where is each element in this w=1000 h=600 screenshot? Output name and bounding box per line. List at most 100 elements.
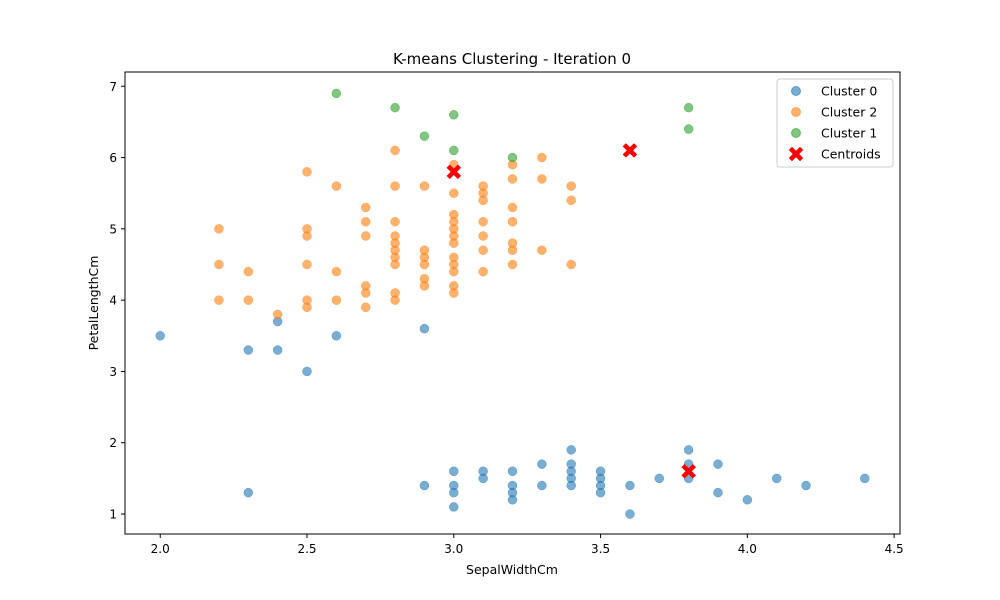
- data-point: [360, 231, 371, 241]
- data-point: [155, 331, 165, 341]
- data-point: [390, 102, 400, 113]
- x-tick-label: 4.0: [738, 542, 757, 556]
- data-point: [595, 466, 606, 477]
- data-point: [507, 480, 518, 491]
- data-point: [390, 181, 400, 191]
- data-point: [507, 216, 518, 227]
- data-point: [302, 167, 312, 177]
- y-axis-ticks: 1 2 3 4 5 6 7: [109, 80, 125, 522]
- y-tick-label: 2: [109, 436, 117, 450]
- data-point: [771, 473, 782, 484]
- data-point: [507, 174, 518, 184]
- data-point: [419, 323, 430, 334]
- legend-label: Centroids: [821, 147, 881, 162]
- y-tick-label: 6: [109, 151, 117, 165]
- data-point: [449, 238, 459, 248]
- data-point: [537, 480, 547, 491]
- data-point: [243, 295, 254, 305]
- legend-item: Cluster 2: [791, 105, 877, 120]
- x-tick-label: 2.0: [151, 542, 170, 556]
- legend-label: Cluster 0: [821, 84, 877, 99]
- data-point: [478, 466, 488, 477]
- data-point: [331, 181, 342, 191]
- y-tick-label: 4: [109, 294, 117, 308]
- legend-marker: [791, 107, 801, 117]
- data-point: [566, 445, 576, 455]
- legend-marker-shape: [788, 146, 804, 162]
- x-axis-ticks: 2.0 2.5 3.0 3.5 4.0 4.5: [151, 534, 904, 556]
- data-point: [507, 466, 518, 477]
- data-point: [683, 124, 694, 134]
- data-point: [537, 245, 547, 255]
- data-point: [537, 152, 547, 163]
- data-point: [507, 259, 518, 270]
- legend-item: Centroids: [788, 146, 881, 162]
- data-point: [360, 288, 371, 298]
- x-tick-label: 3.5: [591, 542, 610, 556]
- data-point: [390, 216, 400, 227]
- y-tick-label: 5: [109, 222, 117, 236]
- legend-label: Cluster 2: [821, 105, 877, 120]
- chart-title: K-means Clustering - Iteration 0: [393, 50, 631, 68]
- data-point: [243, 266, 254, 277]
- data-point: [243, 345, 254, 355]
- data-point: [801, 480, 811, 491]
- data-point: [360, 202, 371, 213]
- data-point: [449, 466, 459, 477]
- legend-marker: [788, 146, 804, 162]
- data-point: [449, 502, 459, 512]
- data-point: [302, 259, 312, 270]
- data-point: [449, 480, 459, 491]
- y-tick-label: 1: [109, 508, 117, 522]
- legend-marker: [791, 128, 801, 138]
- y-tick-label: 7: [109, 80, 117, 94]
- data-point: [214, 295, 224, 305]
- data-point: [478, 231, 488, 241]
- data-point: [742, 495, 753, 505]
- data-point: [860, 473, 870, 484]
- data-point: [449, 288, 459, 298]
- data-point: [419, 181, 430, 191]
- data-point: [360, 216, 371, 227]
- data-point: [625, 480, 635, 491]
- centroid-marker: [622, 143, 638, 158]
- y-tick-label: 3: [109, 365, 117, 379]
- data-point: [419, 480, 430, 491]
- data-point: [507, 152, 518, 163]
- data-point: [449, 110, 459, 120]
- data-point: [566, 195, 576, 206]
- centroid-marker: [681, 463, 696, 479]
- data-point: [390, 145, 400, 156]
- data-point: [449, 145, 459, 156]
- data-point: [478, 216, 488, 227]
- x-tick-label: 3.0: [444, 542, 463, 556]
- series-cluster-0: [155, 316, 870, 519]
- data-point: [625, 509, 635, 519]
- data-point: [507, 202, 518, 213]
- data-point: [537, 459, 547, 469]
- data-point: [566, 259, 576, 270]
- data-point: [214, 259, 224, 270]
- legend-label: Cluster 1: [821, 126, 877, 141]
- data-point: [419, 131, 430, 141]
- data-point: [478, 195, 488, 206]
- data-point: [713, 487, 723, 498]
- y-axis-label: PetalLengthCm: [86, 256, 101, 351]
- data-point: [331, 266, 342, 277]
- data-point: [331, 331, 342, 341]
- series-cluster-2: [214, 145, 576, 320]
- centroid-marker: [446, 164, 462, 180]
- x-tick-label: 4.5: [885, 542, 904, 556]
- points-layer: [155, 88, 870, 519]
- x-tick-label: 2.5: [297, 542, 316, 556]
- legend-box: [776, 78, 894, 168]
- data-point: [713, 459, 723, 469]
- data-point: [478, 245, 488, 255]
- data-point: [683, 102, 694, 113]
- data-point: [390, 295, 400, 305]
- data-point: [419, 281, 430, 291]
- series-centroids: [446, 143, 696, 479]
- data-point: [302, 302, 312, 313]
- data-point: [243, 487, 254, 498]
